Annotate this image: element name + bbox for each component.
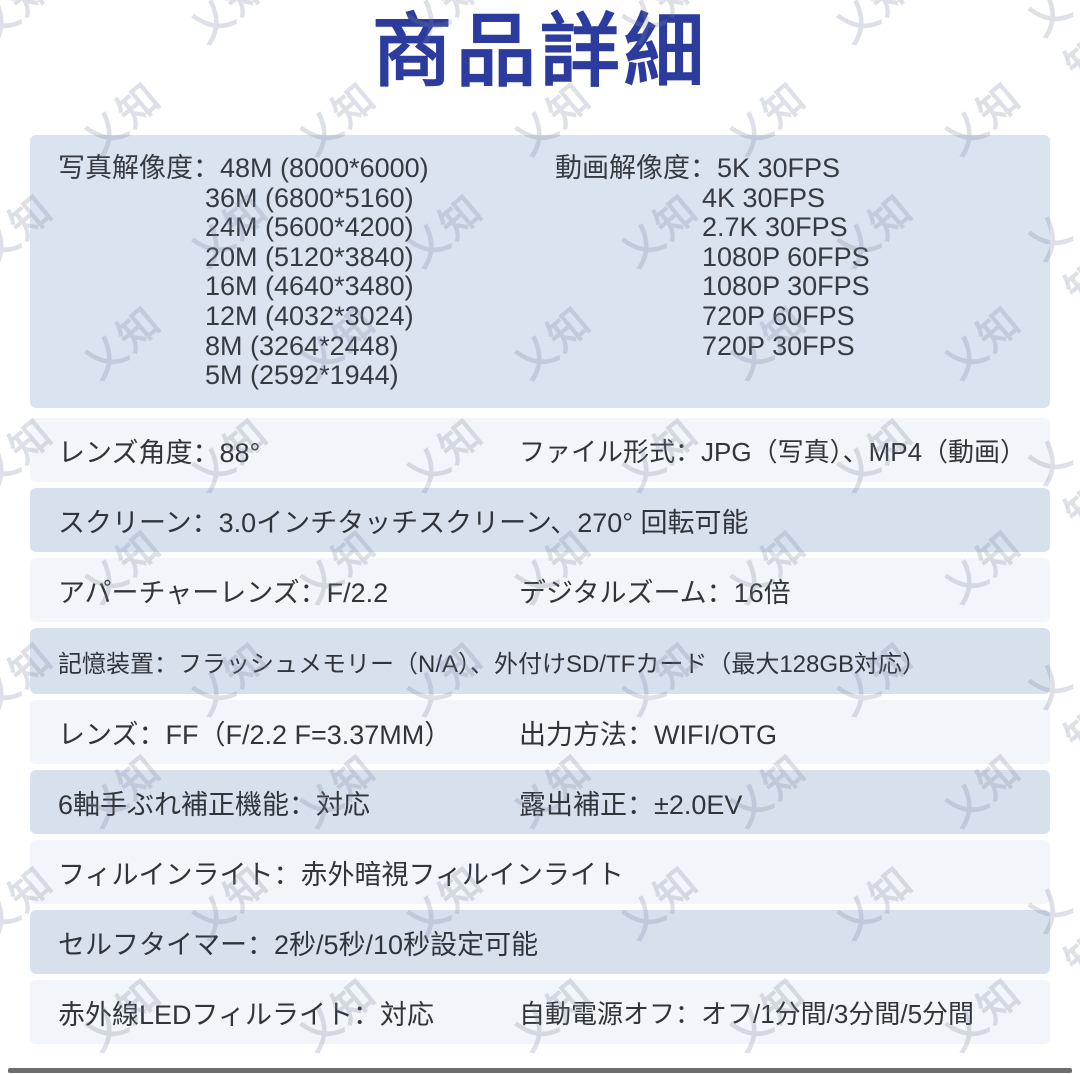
photo-resolution-value: 48M (8000*6000) [220,153,429,183]
spec-label-exposure: 露出補正：±2.0EV [519,789,743,820]
spec-label-self-timer: セルフタイマー：2秒/5秒/10秒設定可能 [58,929,539,960]
spec-row-self-timer: セルフタイマー：2秒/5秒/10秒設定可能 [30,910,1050,974]
video-resolution-value: 1080P 60FPS [702,241,870,272]
bottom-divider-bar [8,1068,1072,1073]
photo-resolution-line: 写真解像度：48M (8000*6000) [58,153,429,184]
spec-row-lens: レンズ：FF（F/2.2 F=3.37MM） 出力方法：WIFI/OTG [30,700,1050,764]
spec-row-storage: 記憶装置：フラッシュメモリー（N/A）、外付けSD/TFカード（最大128GB対… [30,628,1050,694]
spec-row-screen: スクリーン：3.0インチタッチスクリーン、270° 回転可能 [30,488,1050,552]
video-resolution-column: 動画解像度：5K 30FPS 4K 30FPS 2.7K 30FPS 1080P… [555,153,870,361]
spec-label-fill-light: フィルインライト：赤外暗視フィルインライト [58,859,624,890]
video-resolution-value: 4K 30FPS [702,182,826,213]
spec-label-aperture: アパーチャーレンズ：F/2.2 [58,577,389,608]
video-resolution-value: 2.7K 30FPS [702,212,848,243]
spec-row-ir-led: 赤外線LEDフィルライト：対応 自動電源オフ：オフ/1分間/3分間/5分間 [30,980,1050,1044]
photo-resolution-value: 12M (4032*3024) [205,300,414,331]
video-resolution-value: 5K 30FPS [717,153,841,183]
spec-label-storage: 記憶装置：フラッシュメモリー（N/A）、外付けSD/TFカード（最大128GB対… [58,650,927,678]
photo-resolution-column: 写真解像度：48M (8000*6000) 36M (6800*5160) 24… [58,153,429,391]
spec-label-screen: スクリーン：3.0インチタッチスクリーン、270° 回転可能 [58,507,749,538]
photo-resolution-value: 36M (6800*5160) [205,182,414,213]
spec-label-stabilization: 6軸手ぶれ補正機能：対応 [58,789,371,820]
spec-label-digital-zoom: デジタルズーム：16倍 [519,577,791,608]
video-resolution-label: 動画解像度： [555,153,717,183]
page-title: 商品詳細 [372,7,708,96]
spec-label-file-format: ファイル形式：JPG（写真）、MP4（動画） [519,436,1027,467]
photo-resolution-value: 20M (5120*3840) [205,241,414,272]
spec-label-ir-led: 赤外線LEDフィルライト：対応 [58,999,434,1030]
video-resolution-line: 動画解像度：5K 30FPS [555,153,870,184]
photo-resolution-value: 5M (2592*1944) [205,360,399,391]
spec-row-lens-angle: レンズ角度：88° ファイル形式：JPG（写真）、MP4（動画） [30,418,1050,482]
photo-resolution-value: 16M (4640*3480) [205,271,414,302]
spec-label-output: 出力方法：WIFI/OTG [519,719,777,750]
video-resolution-value: 720P 30FPS [702,330,855,361]
photo-resolution-value: 24M (5600*4200) [205,212,414,243]
spec-row-aperture: アパーチャーレンズ：F/2.2 デジタルズーム：16倍 [30,558,1050,622]
spec-label-lens: レンズ：FF（F/2.2 F=3.37MM） [58,719,452,750]
video-resolution-value: 720P 60FPS [702,300,855,331]
spec-label-lens-angle: レンズ角度：88° [58,437,261,468]
resolution-spec-panel: 写真解像度：48M (8000*6000) 36M (6800*5160) 24… [30,135,1050,408]
spec-label-auto-power-off: 自動電源オフ：オフ/1分間/3分間/5分間 [519,998,975,1029]
spec-row-fill-light: フィルインライト：赤外暗視フィルインライト [30,840,1050,904]
spec-row-stabilization: 6軸手ぶれ補正機能：対応 露出補正：±2.0EV [30,770,1050,834]
photo-resolution-label: 写真解像度： [58,153,220,183]
photo-resolution-value: 8M (3264*2448) [205,330,399,361]
video-resolution-value: 1080P 30FPS [702,271,870,302]
